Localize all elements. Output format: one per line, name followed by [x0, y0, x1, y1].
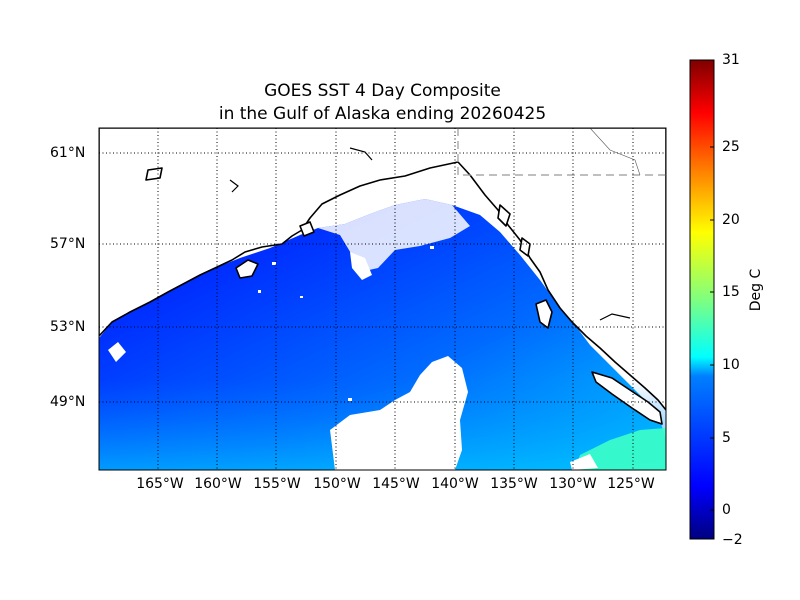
- warm-water-patch: [575, 428, 666, 470]
- figure-title-line-1: GOES SST 4 Day Composite: [264, 81, 501, 101]
- colorbar: [689, 59, 715, 540]
- lat-label-49n: 49°N: [50, 394, 86, 410]
- vancouver-island: [591, 371, 663, 425]
- lon-label-165w: 165°W: [136, 476, 184, 492]
- us-canada-border: [457, 128, 666, 176]
- lon-label-155w: 155°W: [253, 476, 301, 492]
- colorbar-tick-5: 5: [722, 430, 731, 446]
- lon-label-125w: 125°W: [607, 476, 655, 492]
- colorbar-ticks: [710, 59, 714, 511]
- figure-title-line-2: in the Gulf of Alaska ending 20260425: [218, 104, 547, 124]
- lon-label-145w: 145°W: [372, 476, 420, 492]
- cloud-gap-central: [330, 356, 468, 470]
- sst-field: [99, 128, 666, 470]
- kodiak-island: [235, 259, 259, 279]
- lon-label-140w: 140°W: [431, 476, 479, 492]
- colorbar-tick-0: 0: [722, 502, 731, 518]
- lon-label-160w: 160°W: [194, 476, 242, 492]
- lat-label-53n: 53°N: [50, 319, 86, 335]
- colorbar-tick-20: 20: [722, 212, 740, 228]
- map-frame: [98, 127, 667, 471]
- colorbar-label: Deg C: [748, 268, 764, 312]
- lat-label-57n: 57°N: [50, 236, 86, 252]
- colorbar-tick-15: 15: [722, 284, 740, 300]
- colorbar-tick-25: 25: [722, 139, 740, 155]
- lon-label-130w: 130°W: [549, 476, 597, 492]
- lon-label-150w: 150°W: [313, 476, 361, 492]
- haida-gwaii: [535, 299, 553, 329]
- alaska-mainland: [99, 128, 666, 411]
- gridlines: [99, 128, 666, 470]
- colorbar-tick-10: 10: [722, 357, 740, 373]
- cloud-gap-north: [318, 199, 470, 272]
- coastline: [99, 128, 666, 425]
- colorbar-tick-31: 31: [722, 52, 740, 68]
- lon-label-135w: 135°W: [490, 476, 538, 492]
- lat-label-61n: 61°N: [50, 145, 86, 161]
- colorbar-tick-minus2: −2: [722, 532, 743, 548]
